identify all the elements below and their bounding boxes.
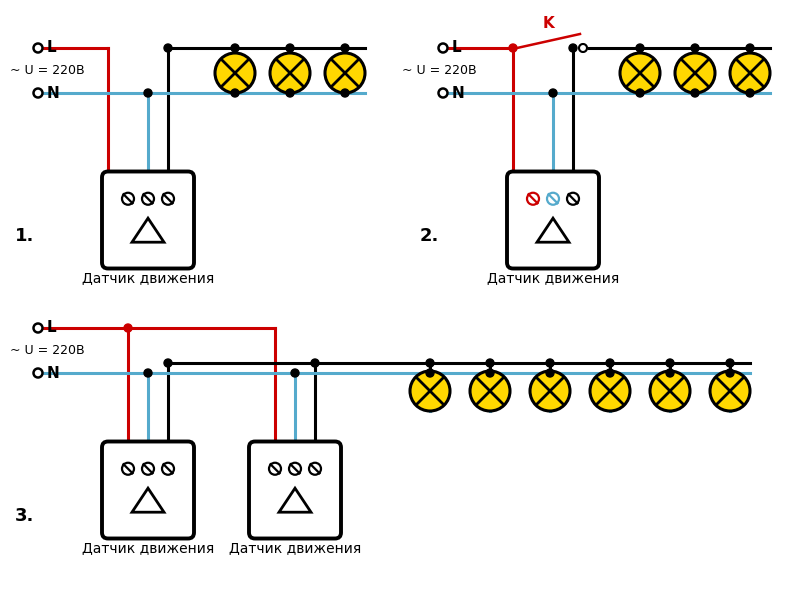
Circle shape (666, 369, 674, 377)
Text: Датчик движения: Датчик движения (82, 541, 214, 555)
Circle shape (34, 324, 42, 333)
Text: 1.: 1. (15, 227, 34, 245)
Circle shape (270, 53, 310, 93)
Circle shape (34, 368, 42, 378)
Circle shape (164, 44, 172, 52)
Text: N: N (47, 85, 60, 100)
Text: L: L (452, 41, 462, 56)
Circle shape (289, 463, 301, 475)
Circle shape (547, 193, 559, 204)
Circle shape (162, 193, 174, 204)
Text: 3.: 3. (15, 507, 34, 525)
Circle shape (144, 89, 152, 97)
Circle shape (231, 44, 239, 52)
Circle shape (527, 193, 539, 204)
Circle shape (144, 369, 152, 377)
Circle shape (426, 359, 434, 367)
Polygon shape (132, 488, 164, 512)
FancyBboxPatch shape (102, 171, 194, 269)
Circle shape (486, 359, 494, 367)
Circle shape (569, 44, 577, 52)
Circle shape (426, 369, 434, 377)
Circle shape (311, 359, 319, 367)
FancyBboxPatch shape (102, 442, 194, 538)
Text: 2.: 2. (420, 227, 439, 245)
Circle shape (325, 53, 365, 93)
Circle shape (438, 88, 447, 97)
Polygon shape (537, 218, 569, 242)
Circle shape (231, 89, 239, 97)
Text: L: L (47, 41, 57, 56)
Text: K: K (542, 16, 554, 31)
Circle shape (286, 89, 294, 97)
Circle shape (269, 463, 281, 475)
Circle shape (142, 463, 154, 475)
Circle shape (567, 193, 579, 204)
Circle shape (164, 359, 172, 367)
Circle shape (34, 44, 42, 53)
Circle shape (215, 53, 255, 93)
Circle shape (470, 371, 510, 411)
Text: Датчик движения: Датчик движения (82, 271, 214, 285)
Circle shape (726, 359, 734, 367)
Circle shape (291, 369, 299, 377)
Circle shape (509, 44, 517, 52)
Circle shape (636, 89, 644, 97)
Circle shape (746, 89, 754, 97)
Circle shape (546, 369, 554, 377)
Circle shape (162, 463, 174, 475)
Circle shape (579, 44, 587, 52)
Text: ~ U = 220В: ~ U = 220В (10, 344, 85, 357)
Circle shape (341, 44, 349, 52)
Text: N: N (452, 85, 465, 100)
Circle shape (620, 53, 660, 93)
Circle shape (486, 369, 494, 377)
Circle shape (606, 359, 614, 367)
Circle shape (546, 359, 554, 367)
Circle shape (34, 88, 42, 97)
Circle shape (286, 44, 294, 52)
Circle shape (309, 463, 321, 475)
Polygon shape (279, 488, 311, 512)
Circle shape (666, 359, 674, 367)
Text: Датчик движения: Датчик движения (229, 541, 361, 555)
Circle shape (691, 44, 699, 52)
Circle shape (530, 371, 570, 411)
Text: ~ U = 220В: ~ U = 220В (10, 64, 85, 77)
Circle shape (691, 89, 699, 97)
Circle shape (549, 89, 557, 97)
Circle shape (675, 53, 715, 93)
Text: N: N (47, 365, 60, 381)
FancyBboxPatch shape (507, 171, 599, 269)
Circle shape (726, 369, 734, 377)
Circle shape (142, 193, 154, 204)
FancyBboxPatch shape (249, 442, 341, 538)
Circle shape (650, 371, 690, 411)
Circle shape (579, 44, 587, 52)
Circle shape (710, 371, 750, 411)
Polygon shape (132, 218, 164, 242)
Circle shape (746, 44, 754, 52)
Text: ~ U = 220В: ~ U = 220В (402, 64, 477, 77)
Circle shape (341, 89, 349, 97)
Circle shape (636, 44, 644, 52)
Circle shape (122, 463, 134, 475)
Text: L: L (47, 321, 57, 336)
Circle shape (606, 369, 614, 377)
Text: Датчик движения: Датчик движения (487, 271, 619, 285)
Circle shape (438, 44, 447, 53)
Circle shape (410, 371, 450, 411)
Circle shape (124, 324, 132, 332)
Circle shape (122, 193, 134, 204)
Circle shape (590, 371, 630, 411)
Circle shape (730, 53, 770, 93)
